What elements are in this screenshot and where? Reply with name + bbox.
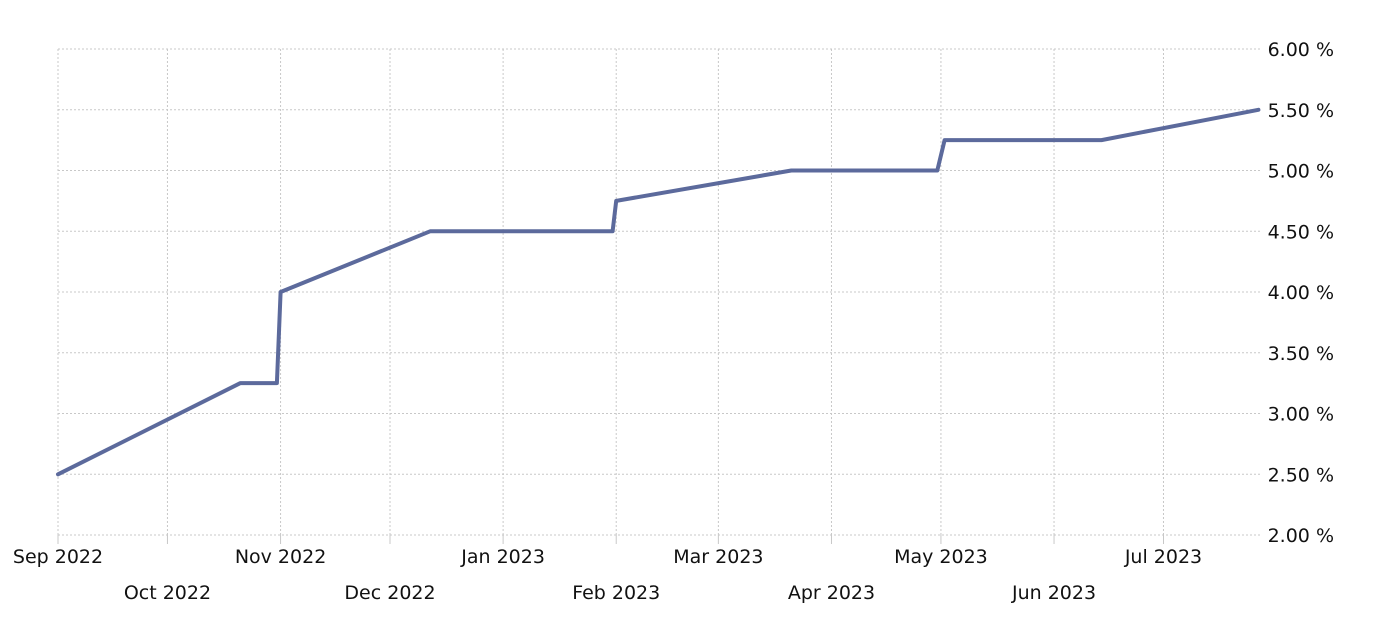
y-tick-label: 4.00 % [1268,282,1334,304]
x-tick-label: Sep 2022 [13,546,103,568]
y-tick-label: 4.50 % [1268,221,1334,243]
y-tick-label: 6.00 % [1268,39,1334,61]
x-tick-label: Feb 2023 [572,582,660,604]
x-tick-label: Nov 2022 [235,546,326,568]
x-tick-label: Dec 2022 [344,582,435,604]
x-tick-label: Oct 2022 [124,582,211,604]
y-tick-label: 3.50 % [1268,343,1334,365]
x-axis: Sep 2022 Oct 2022 Nov 2022 Dec 2022 Jan 2023… [13,535,1202,604]
x-tick-label: Jun 2023 [1011,582,1096,604]
y-tick-label: 2.50 % [1268,464,1334,486]
x-tick-label: Mar 2023 [673,546,763,568]
x-tick-label: Jul 2023 [1124,546,1202,568]
x-tick-label: Jan 2023 [460,546,545,568]
y-tick-label: 3.00 % [1268,404,1334,426]
y-tick-label: 2.00 % [1268,525,1334,547]
x-tick-label: May 2023 [894,546,988,568]
y-tick-label: 5.50 % [1268,100,1334,122]
x-tick-label: Apr 2023 [788,582,875,604]
grid [57,48,1262,536]
series-line-0 [56,107,1261,477]
y-tick-label: 5.00 % [1268,161,1334,183]
series-layer [56,107,1261,477]
y-axis: 2.00 % 2.50 % 3.00 % 3.50 % 4.00 % 4.50 % 5.00… [1268,39,1334,547]
